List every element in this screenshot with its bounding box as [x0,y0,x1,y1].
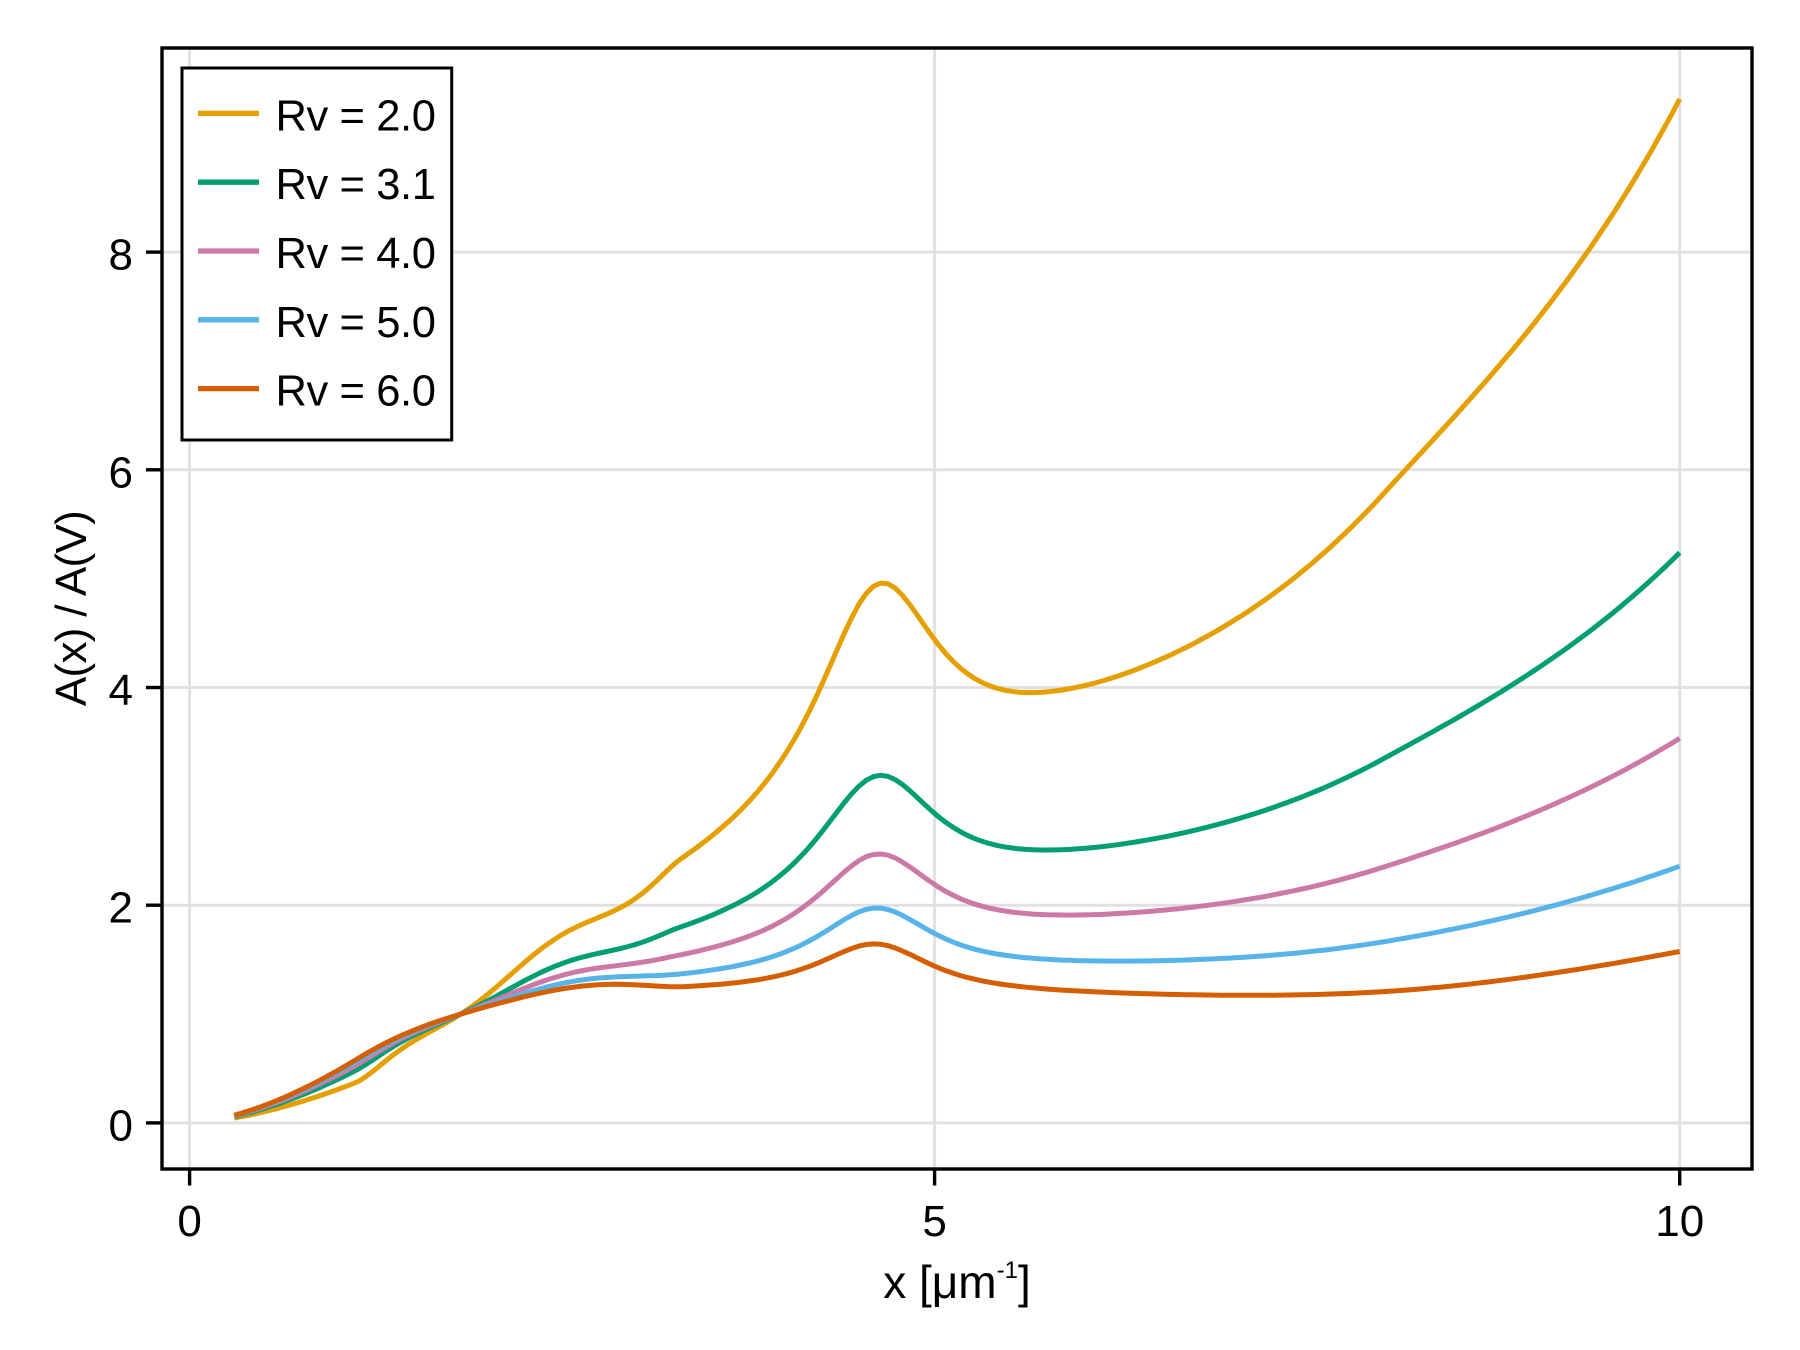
svg-text:4: 4 [109,666,133,715]
svg-text:6: 6 [109,448,133,497]
svg-text:Rv = 2.0: Rv = 2.0 [276,92,436,140]
svg-text:8: 8 [109,231,133,280]
svg-text:Rv = 4.0: Rv = 4.0 [276,230,436,278]
svg-text:5: 5 [922,1197,946,1246]
svg-text:0: 0 [177,1197,201,1246]
svg-text:2: 2 [109,884,133,933]
svg-text:Rv = 5.0: Rv = 5.0 [276,299,436,347]
svg-text:0: 0 [109,1101,133,1150]
svg-text:Rv = 3.1: Rv = 3.1 [276,161,436,209]
svg-text:A(x) / A(V): A(x) / A(V) [47,511,96,706]
svg-text:Rv = 6.0: Rv = 6.0 [276,368,436,416]
svg-text:10: 10 [1655,1197,1704,1246]
